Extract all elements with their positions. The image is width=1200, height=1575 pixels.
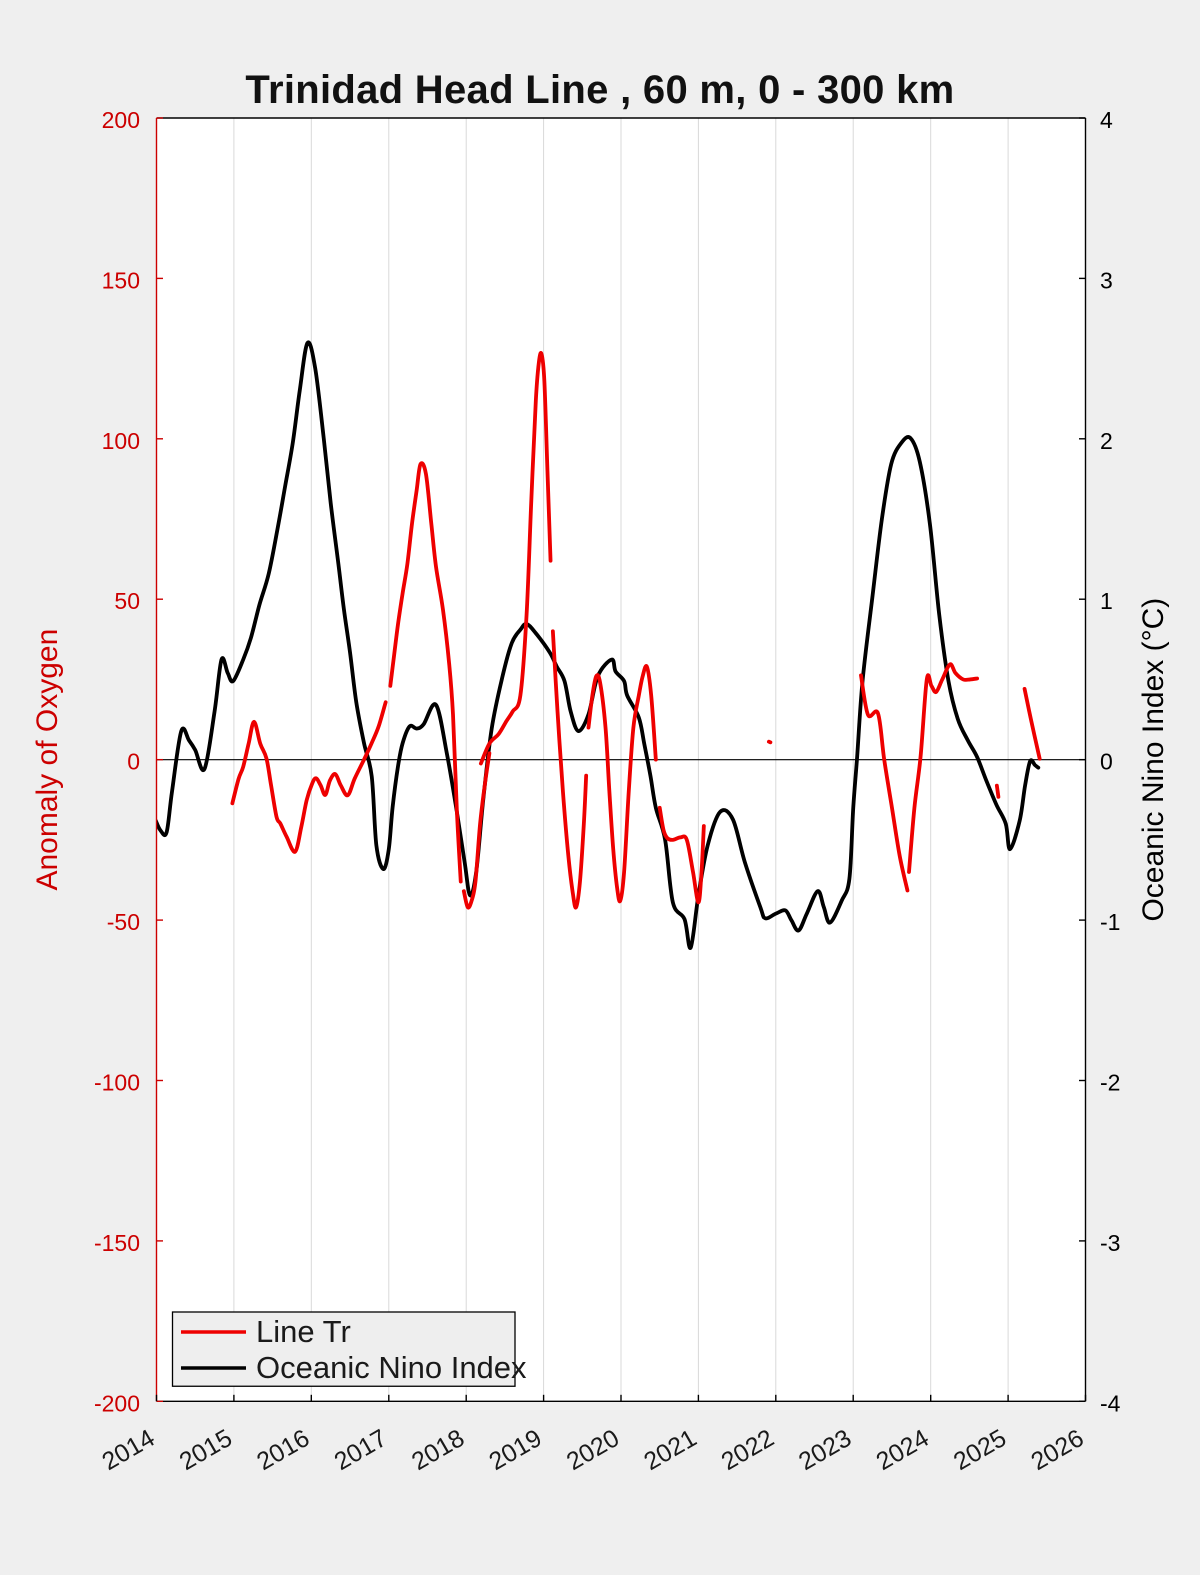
svg-text:0: 0: [127, 749, 140, 775]
svg-text:2015: 2015: [175, 1424, 237, 1476]
svg-text:50: 50: [114, 588, 140, 614]
svg-text:-4: -4: [1100, 1390, 1121, 1416]
svg-text:Anomaly of Oxygen: Anomaly of Oxygen: [31, 629, 64, 891]
svg-text:100: 100: [102, 428, 140, 454]
svg-text:Line Tr: Line Tr: [256, 1314, 351, 1349]
svg-text:150: 150: [102, 267, 140, 293]
svg-text:2022: 2022: [717, 1424, 779, 1476]
svg-text:Oceanic Nino Index: Oceanic Nino Index: [256, 1350, 527, 1385]
svg-text:-50: -50: [107, 909, 140, 935]
svg-text:-150: -150: [94, 1230, 140, 1256]
svg-text:-1: -1: [1100, 909, 1120, 935]
svg-text:2020: 2020: [562, 1424, 624, 1476]
svg-text:2018: 2018: [407, 1424, 469, 1476]
svg-text:-2: -2: [1100, 1070, 1120, 1096]
svg-text:2016: 2016: [252, 1424, 314, 1476]
svg-text:2019: 2019: [484, 1424, 546, 1476]
svg-text:2026: 2026: [1026, 1424, 1088, 1476]
svg-text:2023: 2023: [794, 1424, 856, 1476]
svg-text:2014: 2014: [97, 1424, 159, 1476]
svg-text:1: 1: [1100, 588, 1113, 614]
svg-text:4: 4: [1100, 107, 1113, 133]
svg-text:-100: -100: [94, 1070, 140, 1096]
svg-text:0: 0: [1100, 749, 1113, 775]
svg-text:-3: -3: [1100, 1230, 1120, 1256]
svg-text:2024: 2024: [872, 1424, 934, 1476]
svg-text:3: 3: [1100, 267, 1113, 293]
svg-text:200: 200: [102, 107, 140, 133]
svg-text:2: 2: [1100, 428, 1113, 454]
svg-text:2021: 2021: [639, 1424, 701, 1476]
svg-text:2025: 2025: [949, 1424, 1011, 1476]
svg-text:Oceanic Nino Index (°C): Oceanic Nino Index (°C): [1137, 598, 1170, 922]
svg-text:2017: 2017: [330, 1424, 392, 1476]
svg-text:-200: -200: [94, 1390, 140, 1416]
